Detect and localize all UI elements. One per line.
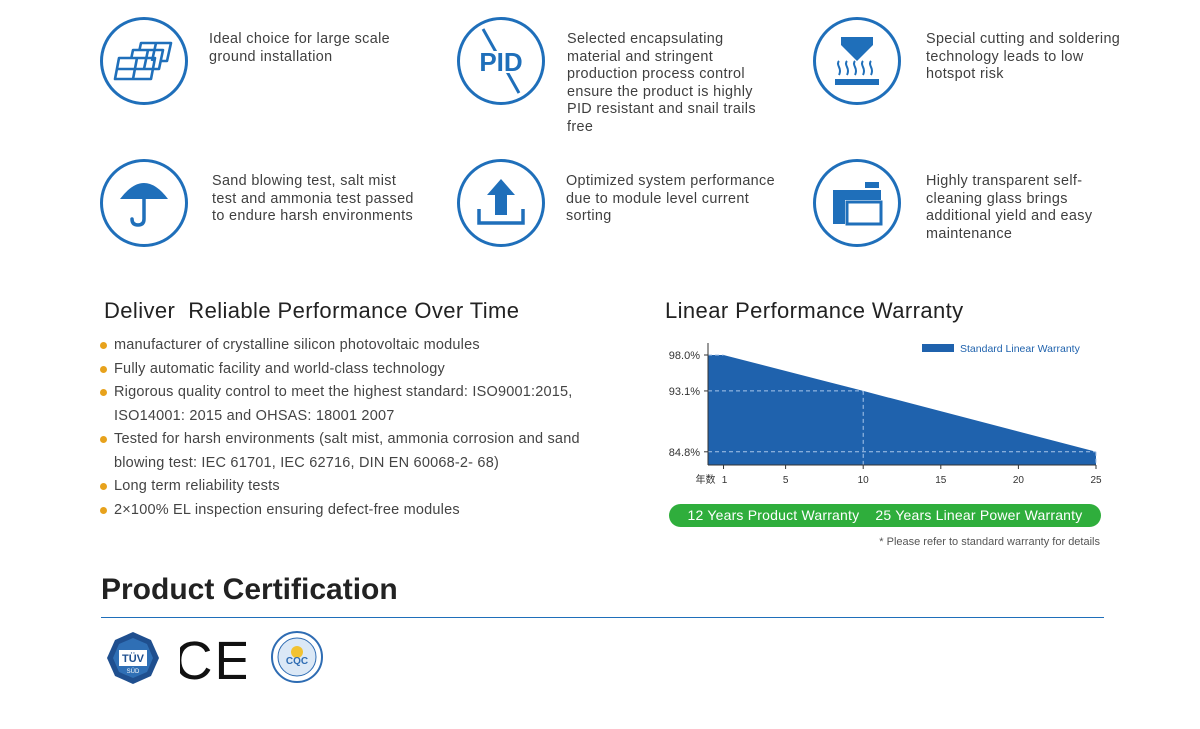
tuv-sud-logo: TÜV SÜD xyxy=(107,632,159,684)
list-item-text: Long term reliability tests xyxy=(114,478,280,494)
feature-text: Ideal choice for large scale ground inst… xyxy=(209,31,390,65)
bullet-dot xyxy=(100,365,107,373)
list-item: manufacturer of crystalline silicon phot… xyxy=(100,334,630,358)
performance-list: manufacturer of crystalline silicon phot… xyxy=(100,334,630,522)
warranty-title: Linear Performance Warranty xyxy=(665,298,964,323)
x-tick-label: 1 xyxy=(722,475,728,486)
feature-text: Highly transparent self-cleaning glass b… xyxy=(926,173,1093,242)
pid-icon-text: PID xyxy=(479,47,522,77)
y-tick-label: 98.0% xyxy=(669,350,700,362)
legend-label: Standard Linear Warranty xyxy=(960,343,1081,355)
feature-text: Sand blowing test, salt mist test and am… xyxy=(212,173,414,225)
ce-mark-logo: CE xyxy=(180,631,246,685)
feature-pid-resistant: PID Selected encapsulating material and … xyxy=(457,17,817,137)
cqc-logo: CQC xyxy=(271,631,323,683)
umbrella-icon xyxy=(100,159,188,247)
ce-logo-text: CE xyxy=(180,631,246,685)
product-warranty-label: 12 Years Product Warranty xyxy=(687,507,860,523)
x-tick-label: 10 xyxy=(858,475,870,486)
bullet-dot xyxy=(100,506,107,514)
list-item: Long term reliability tests xyxy=(100,475,630,499)
x-tick-label: 20 xyxy=(1013,475,1025,486)
feature-self-cleaning: Highly transparent self-cleaning glass b… xyxy=(813,159,1173,279)
performance-title: Deliver Reliable Performance Over Time xyxy=(104,298,520,323)
warranty-note: * Please refer to standard warranty for … xyxy=(879,536,1100,548)
feature-text: Selected encapsulating material and stri… xyxy=(567,31,756,135)
list-item: Fully automatic facility and world-class… xyxy=(100,358,630,382)
warranty-banner: 12 Years Product Warranty 25 Years Linea… xyxy=(669,504,1101,527)
feature-soldering: Special cutting and soldering technology… xyxy=(813,17,1173,137)
pid-icon: PID xyxy=(457,17,545,105)
list-item-text: manufacturer of crystalline silicon phot… xyxy=(114,337,480,353)
x-tick-label: 5 xyxy=(783,475,789,486)
bullet-dot xyxy=(100,389,107,396)
power-warranty-label: 25 Years Linear Power Warranty xyxy=(875,507,1083,523)
list-item-text: Fully automatic facility and world-class… xyxy=(114,360,445,377)
cqc-logo-text: CQC xyxy=(286,656,308,667)
bullet-dot xyxy=(100,436,107,443)
legend-swatch xyxy=(922,344,954,352)
upload-arrow-icon xyxy=(457,159,545,247)
soldering-icon xyxy=(813,17,901,105)
y-tick-label: 93.1% xyxy=(669,386,700,398)
list-item: Rigorous quality control to meet the hig… xyxy=(100,381,630,428)
list-item-text: Tested for harsh environments (salt mist… xyxy=(114,431,580,471)
solar-panels-icon xyxy=(100,17,188,105)
section-divider xyxy=(101,617,1104,618)
y-tick-label: 84.8% xyxy=(669,447,700,459)
tuv-logo-text: TÜV xyxy=(122,652,145,665)
feature-large-scale: Ideal choice for large scale ground inst… xyxy=(100,17,460,137)
tuv-logo-subtext: SÜD xyxy=(127,668,140,675)
list-item-text: Rigorous quality control to meet the hig… xyxy=(114,384,573,424)
chart-legend: Standard Linear Warranty xyxy=(922,343,1081,355)
list-item: 2×100% EL inspection ensuring defect-fre… xyxy=(100,499,630,523)
feature-text: Optimized system performance due to modu… xyxy=(566,173,775,225)
list-item: Tested for harsh environments (salt mist… xyxy=(100,428,630,475)
feature-text: Special cutting and soldering technology… xyxy=(926,31,1121,83)
feature-harsh-environment: Sand blowing test, salt mist test and am… xyxy=(100,159,460,279)
bullet-dot xyxy=(100,483,107,490)
bullet-dot xyxy=(100,342,107,349)
glass-panels-icon xyxy=(813,159,901,247)
x-tick-label: 25 xyxy=(1090,475,1102,486)
x-tick-label: 15 xyxy=(935,475,947,486)
x-axis-label: 年数 xyxy=(696,473,716,486)
warranty-area xyxy=(708,355,1096,465)
feature-current-sorting: Optimized system performance due to modu… xyxy=(457,159,817,279)
list-item-text: 2×100% EL inspection ensuring defect-fre… xyxy=(114,501,460,518)
certification-title: Product Certification xyxy=(101,573,398,606)
